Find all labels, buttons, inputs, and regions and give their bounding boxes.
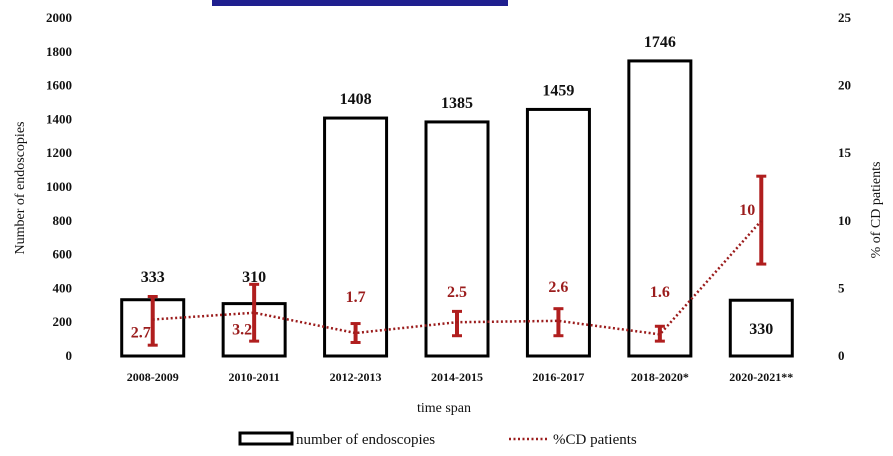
y-tick-label: 1400: [46, 111, 72, 126]
pct-value-label: 2.7: [131, 324, 151, 341]
pct-line: [152, 219, 763, 336]
right-axis-ticks: 0 5 10 15 20 25: [838, 10, 852, 363]
pct-labels: 2.7 3.2 1.7 2.5 2.6 1.6 10: [131, 202, 756, 341]
y2-tick-label: 0: [838, 348, 845, 363]
pct-value-label: 2.6: [548, 279, 568, 296]
error-bar: [452, 309, 462, 338]
pct-value-label: 3.2: [232, 322, 252, 339]
y2-tick-label: 25: [838, 10, 852, 25]
bar-labels: 333 310 1408 1385 1459 1746 330: [141, 34, 774, 338]
pct-value-label: 10: [739, 202, 755, 219]
x-tick-label: 2016-2017: [532, 370, 584, 384]
bar-value-label: 333: [141, 269, 165, 286]
x-tick-label: 2012-2013: [330, 370, 382, 384]
y2-tick-label: 15: [838, 145, 852, 160]
x-tick-label: 2010-2011: [228, 370, 279, 384]
y-tick-label: 1200: [46, 145, 72, 160]
left-axis-ticks: 0 200 400 600 800 1000 1200 1400 1600 1800 2000: [46, 10, 72, 363]
error-bar: [147, 295, 158, 347]
y2-axis-title: % of CD patients: [869, 162, 884, 259]
bar-value-label: 1746: [644, 34, 676, 51]
y-tick-label: 1000: [46, 179, 72, 194]
x-tick-label: 2018-2020*: [631, 370, 689, 384]
bar: [728, 298, 794, 358]
bar-value-label: 1459: [542, 82, 574, 99]
error-bar: [553, 307, 564, 338]
x-axis-ticks: 2008-2009 2010-2011 2012-2013 2014-2015 2016…: [127, 370, 794, 384]
y-tick-label: 1600: [46, 78, 72, 93]
bar-value-label: 310: [242, 269, 266, 286]
y-tick-label: 1800: [46, 44, 72, 59]
y2-tick-label: 5: [838, 280, 845, 295]
bar-value-label: 1385: [441, 95, 473, 112]
legend-line-label: %CD patients: [553, 432, 637, 448]
bar-value-label: 1408: [340, 91, 372, 108]
top-color-bar: [212, 0, 508, 6]
error-bar: [654, 324, 665, 343]
pct-value-label: 1.7: [346, 289, 366, 306]
y-tick-label: 800: [53, 213, 73, 228]
bar: [323, 116, 389, 358]
x-axis-title: time span: [417, 401, 471, 416]
y-tick-label: 200: [53, 314, 73, 329]
x-tick-label: 2020-2021**: [729, 370, 793, 384]
legend-bar-swatch: [238, 431, 294, 446]
error-bar: [249, 282, 260, 343]
pct-value-label: 2.5: [447, 284, 467, 301]
y2-tick-label: 20: [838, 78, 851, 93]
error-bar: [756, 174, 767, 266]
y-axis-title: Number of endoscopies: [13, 122, 28, 255]
x-tick-label: 2014-2015: [431, 370, 483, 384]
y-tick-label: 400: [53, 280, 73, 295]
bars: [120, 59, 794, 358]
pct-value-label: 1.6: [650, 284, 670, 301]
x-tick-label: 2008-2009: [127, 370, 179, 384]
bar-value-label: 330: [749, 321, 773, 338]
y-tick-label: 2000: [46, 10, 72, 25]
y-tick-label: 600: [53, 247, 73, 262]
bar: [424, 120, 490, 358]
bar: [627, 59, 693, 358]
y-tick-label: 0: [66, 348, 73, 363]
error-bar: [350, 322, 361, 344]
error-bars: [147, 174, 767, 347]
pct-line-path: [152, 219, 763, 336]
legend-bar-label: number of endoscopies: [296, 432, 435, 448]
y2-tick-label: 10: [838, 213, 851, 228]
legend: number of endoscopies %CD patients: [238, 431, 637, 448]
